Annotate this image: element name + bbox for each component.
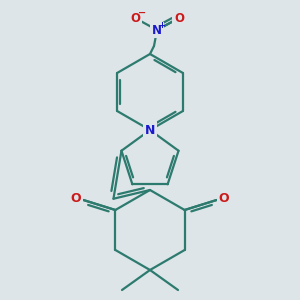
Text: O: O: [71, 193, 81, 206]
Text: O: O: [174, 11, 184, 25]
Text: O: O: [130, 11, 140, 25]
Text: +: +: [158, 20, 166, 29]
Text: N: N: [145, 124, 155, 136]
Text: O: O: [219, 193, 229, 206]
Text: N: N: [152, 23, 162, 37]
Text: −: −: [138, 8, 146, 18]
